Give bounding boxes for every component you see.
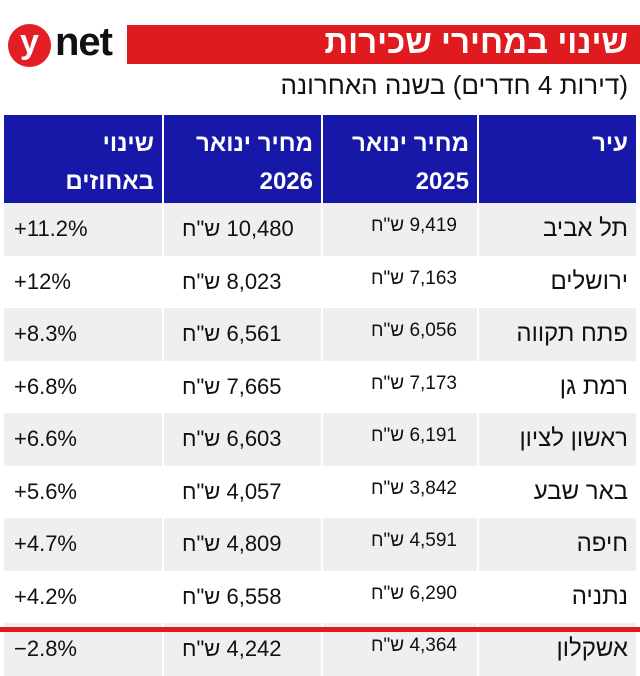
cell-change: +6.8% xyxy=(14,373,77,399)
header-label: מחיר ינואר xyxy=(196,130,313,157)
cell-change: +11.2% xyxy=(4,203,163,256)
cell-price-2026: 7,665 ש"ח xyxy=(162,360,322,413)
cell-price-2026: 10,480 ש"ח xyxy=(162,203,322,256)
subtitle: (דירות 4 חדרים) בשנה האחרונה xyxy=(280,70,629,100)
logo-y: y xyxy=(8,24,51,67)
cell-price-2025: 7,173 ש"ח xyxy=(321,360,478,413)
header-label: שינוי xyxy=(102,130,154,157)
title-bar: שינוי במחירי שכירות xyxy=(127,23,640,64)
header-price-2025: מחיר ינואר 2025 xyxy=(321,115,478,203)
cell-price-2025: 6,290 ש"ח xyxy=(321,570,478,623)
cell-city: פתח תקווה xyxy=(477,308,636,361)
header-label: 2026 xyxy=(259,168,313,195)
cell-city: ראשון לציון xyxy=(477,413,636,466)
cell-city: נתניה xyxy=(477,570,636,623)
cell-price-2026: 4,809 ש"ח xyxy=(162,518,322,571)
header-label: באחוזים xyxy=(65,168,154,195)
cell-price-2025: 7,163 ש"ח xyxy=(321,255,478,308)
cell-change: +5.6% xyxy=(14,478,77,504)
table-row: ירושלים 7,163 ש"ח 8,023 ש"ח +12% xyxy=(4,255,636,308)
header-city-label: עיר xyxy=(592,130,628,157)
header-row: עיר מחיר ינואר 2025 מחיר ינואר 2026 שינוי ב… xyxy=(4,115,636,203)
cell-change: +12% xyxy=(14,268,71,294)
header-label: 2025 xyxy=(415,168,469,195)
header-city: עיר xyxy=(477,115,636,203)
cell-city: חיפה xyxy=(477,518,636,571)
table-row: רמת גן 7,173 ש"ח 7,665 ש"ח +6.8% xyxy=(4,360,636,413)
cell-price-2026: 6,561 ש"ח xyxy=(162,308,322,361)
cell-city: רמת גן xyxy=(477,360,636,413)
header-label: מחיר ינואר xyxy=(352,130,469,157)
cell-price-2026: 8,023 ש"ח xyxy=(162,255,322,308)
cell-price-2026: 6,603 ש"ח xyxy=(162,413,322,466)
cell-change: +4.7% xyxy=(4,518,163,571)
ynet-logo: y net xyxy=(8,20,120,67)
cell-price-2025: 9,419 ש"ח xyxy=(321,203,478,256)
cell-price-2025: 4,591 ש"ח xyxy=(321,518,478,571)
cell-change: +4.2% xyxy=(14,583,77,609)
cell-price-2026: 6,558 ש"ח xyxy=(162,570,322,623)
cell-price-2025: 6,056 ש"ח xyxy=(321,308,478,361)
cell-city: ירושלים xyxy=(477,255,636,308)
cell-price-2025: 6,191 ש"ח xyxy=(321,413,478,466)
cell-change: +6.6% xyxy=(4,413,163,466)
header-change: שינוי באחוזים xyxy=(4,115,163,203)
table-row: נתניה 6,290 ש"ח 6,558 ש"ח +4.2% xyxy=(4,570,636,623)
cell-city: תל אביב xyxy=(477,203,636,256)
cell-price-2026: 4,057 ש"ח xyxy=(162,465,322,518)
table-row: באר שבע 3,842 ש"ח 4,057 ש"ח +5.6% xyxy=(4,465,636,518)
logo-net: net xyxy=(55,20,113,64)
cell-price-2025: 3,842 ש"ח xyxy=(321,465,478,518)
cell-change: +8.3% xyxy=(4,308,163,361)
bottom-divider xyxy=(0,627,640,632)
table-row: תל אביב 9,419 ש"ח 10,480 ש"ח +11.2% xyxy=(4,203,636,256)
header-price-2026: מחיר ינואר 2026 xyxy=(162,115,322,203)
page-title: שינוי במחירי שכירות xyxy=(324,23,628,60)
table-row: חיפה 4,591 ש"ח 4,809 ש"ח +4.7% xyxy=(4,518,636,571)
rent-table: עיר מחיר ינואר 2025 מחיר ינואר 2026 שינוי ב… xyxy=(4,115,636,676)
cell-city: באר שבע xyxy=(477,465,636,518)
table-row: ראשון לציון 6,191 ש"ח 6,603 ש"ח +6.6% xyxy=(4,413,636,466)
table-row: פתח תקווה 6,056 ש"ח 6,561 ש"ח +8.3% xyxy=(4,308,636,361)
